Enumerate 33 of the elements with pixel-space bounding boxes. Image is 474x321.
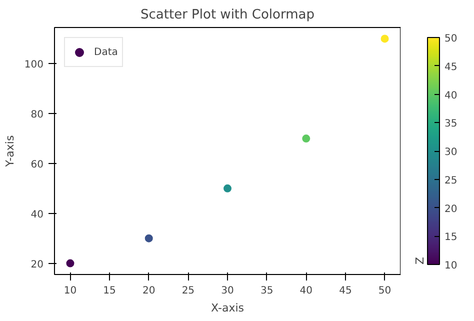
color-bar-label: 35 <box>444 118 458 130</box>
x-tick-label: 45 <box>339 286 352 296</box>
x-tick-label: 20 <box>142 286 156 296</box>
x-axis-title: X-axis <box>211 302 244 314</box>
x-tick-label: 25 <box>182 286 195 296</box>
color-bar-title: Z <box>414 256 426 264</box>
y-tick-label: 60 <box>30 159 44 170</box>
legend-label: Data <box>94 46 118 58</box>
color-bar-label: 15 <box>444 232 458 244</box>
point <box>224 184 232 192</box>
color-bar-label: 30 <box>444 147 458 158</box>
x-tick-label: 50 <box>378 286 392 296</box>
color-bar-label: 45 <box>444 62 458 73</box>
y-tick-label: 80 <box>30 110 44 121</box>
x-tick-label: 35 <box>260 286 274 296</box>
y-tick-label: 100 <box>24 60 44 71</box>
x-tick-label: 40 <box>300 286 313 296</box>
chart-title: Scatter Plot with Colormap <box>140 8 314 22</box>
y-tick-label: 40 <box>30 209 44 220</box>
color-bar-label: 20 <box>444 204 458 215</box>
color-bar-label: 50 <box>444 34 458 44</box>
x-tick-label: 15 <box>103 286 116 296</box>
color-bar-label: 40 <box>444 90 458 102</box>
color-bar-label: 25 <box>444 175 458 186</box>
point <box>66 259 74 268</box>
y-axis-title: Y-axis <box>3 135 16 168</box>
y-tick-label: 20 <box>30 259 44 270</box>
point <box>144 234 153 242</box>
color-bar-label: 10 <box>444 260 458 272</box>
point <box>380 34 389 43</box>
x-tick-label: 10 <box>64 286 77 296</box>
point <box>302 134 310 143</box>
x-tick-label: 30 <box>221 286 234 296</box>
